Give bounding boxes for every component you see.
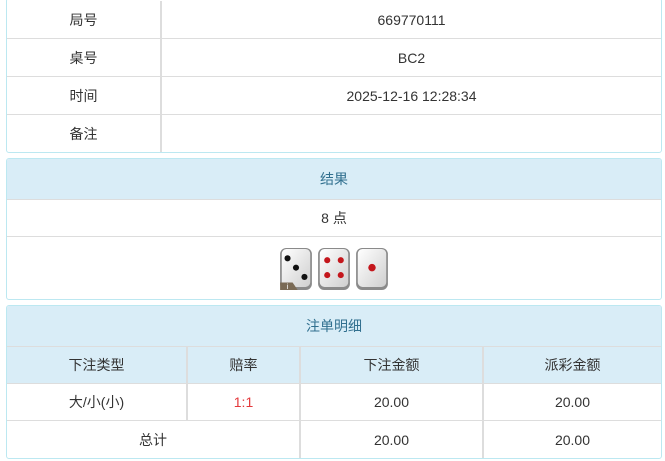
table-number: BC2	[397, 49, 426, 66]
bet-payout: 20.00	[554, 394, 591, 410]
bets-header: 注单明细	[7, 306, 661, 347]
bet-row: 大/小(小) 1:1 20.00 20.00	[7, 384, 661, 421]
col-odds: 赔率	[188, 347, 301, 383]
info-row: 时间 2025-12-16 12:28:34	[7, 77, 661, 115]
info-row: 备注	[7, 115, 661, 152]
result-header: 结果	[7, 159, 661, 200]
die-4-icon	[318, 247, 350, 290]
bet-odds: 1:1	[188, 384, 301, 420]
bets-title: 注单明细	[306, 318, 362, 334]
col-payout: 派彩金额	[544, 357, 601, 373]
col-bet-type: 下注类型	[7, 347, 188, 383]
bet-details-panel: 注单明细 下注类型 赔率 下注金额 派彩金额 大/小(小) 1:1 20.00 …	[6, 305, 662, 459]
info-row: 桌号 BC2	[7, 39, 661, 77]
total-row: 总计 20.00 20.00	[7, 421, 661, 458]
points-row: 8 点	[7, 200, 661, 237]
remark-value	[162, 115, 661, 152]
column-header-row: 下注类型 赔率 下注金额 派彩金额	[7, 347, 661, 384]
dice-row: i	[7, 237, 661, 299]
die-3-icon: i	[280, 247, 312, 290]
svg-text:i: i	[287, 281, 289, 290]
time-value: 2025-12-16 12:28:34	[346, 87, 477, 104]
info-label: 备注	[7, 115, 162, 152]
total-label: 总计	[7, 421, 301, 458]
info-label: 局号	[7, 1, 162, 38]
dice-group: i	[7, 237, 661, 299]
round-number: 669770111	[377, 11, 446, 28]
total-payout: 20.00	[554, 432, 591, 448]
result-title: 结果	[320, 171, 348, 187]
col-amount: 下注金额	[301, 347, 484, 383]
info-label: 时间	[7, 77, 162, 114]
points-text: 8 点	[321, 210, 347, 226]
bet-amount: 20.00	[301, 384, 484, 420]
bet-type: 大/小(小)	[7, 384, 188, 420]
result-panel: 结果 8 点 i	[6, 158, 662, 300]
info-label: 桌号	[7, 39, 162, 76]
die-1-icon	[356, 247, 388, 290]
round-info-panel: 局号 669770111 桌号 BC2 时间 2025-12-16 12:28:…	[6, 0, 662, 153]
total-amount: 20.00	[301, 421, 484, 458]
info-row: 局号 669770111	[7, 1, 661, 39]
